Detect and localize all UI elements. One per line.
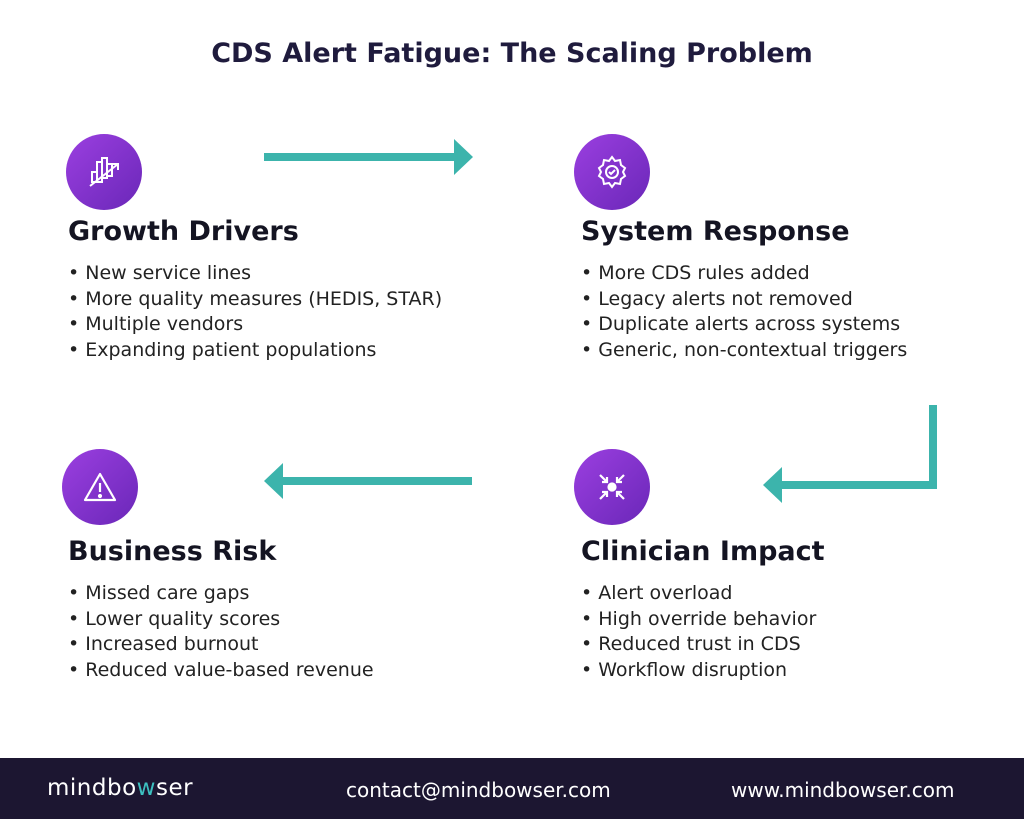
- arrow-system-to-impact-horizontal: [782, 481, 937, 489]
- list-item: Multiple vendors: [68, 312, 442, 338]
- page-title: CDS Alert Fatigue: The Scaling Problem: [211, 38, 813, 69]
- list-item: More quality measures (HEDIS, STAR): [68, 287, 442, 313]
- list-item: Alert overload: [581, 581, 825, 607]
- list-item: Legacy alerts not removed: [581, 287, 907, 313]
- footer: mindbowser contact@mindbowser.com www.mi…: [0, 758, 1024, 819]
- arrow-head-right: [454, 139, 473, 175]
- list-item: New service lines: [68, 261, 442, 287]
- arrow-impact-to-risk: [283, 477, 472, 485]
- arrow-head-left-impact: [763, 467, 782, 503]
- block-business-risk: Business Risk Missed care gapsLower qual…: [68, 536, 374, 683]
- contact-email-link[interactable]: contact@mindbowser.com: [346, 778, 611, 802]
- arrow-head-left-risk: [264, 463, 283, 499]
- list-item: Generic, non-contextual triggers: [581, 338, 907, 364]
- list-item: Missed care gaps: [68, 581, 374, 607]
- block-system-response: System Response More CDS rules addedLega…: [581, 216, 907, 363]
- list-item: High override behavior: [581, 607, 825, 633]
- flow-arrows: [264, 139, 937, 503]
- list-item: Reduced trust in CDS: [581, 632, 825, 658]
- list-item: Workflow disruption: [581, 658, 825, 684]
- warning-icon: [62, 449, 138, 525]
- arrow-growth-to-system: [264, 153, 454, 161]
- gear-check-icon: [574, 134, 650, 210]
- arrows-converge-icon: [574, 449, 650, 525]
- list-item: Lower quality scores: [68, 607, 374, 633]
- list-item: Increased burnout: [68, 632, 374, 658]
- heading: Growth Drivers: [68, 216, 299, 247]
- mindbowser-logo: mindbowser: [47, 775, 194, 801]
- list-item: Reduced value-based revenue: [68, 658, 373, 684]
- list-item: Duplicate alerts across systems: [581, 312, 907, 338]
- list-item: Expanding patient populations: [68, 338, 442, 364]
- website-link[interactable]: www.mindbowser.com: [731, 778, 955, 802]
- arrow-system-to-impact-vertical: [929, 405, 937, 489]
- block-clinician-impact: Clinician Impact Alert overloadHigh over…: [581, 536, 825, 683]
- chart-growth-icon: [66, 134, 142, 210]
- heading: Business Risk: [68, 536, 277, 567]
- heading: System Response: [581, 216, 850, 247]
- heading: Clinician Impact: [581, 536, 825, 567]
- block-growth-drivers: Growth Drivers New service linesMore qua…: [68, 216, 442, 363]
- list-item: More CDS rules added: [581, 261, 907, 287]
